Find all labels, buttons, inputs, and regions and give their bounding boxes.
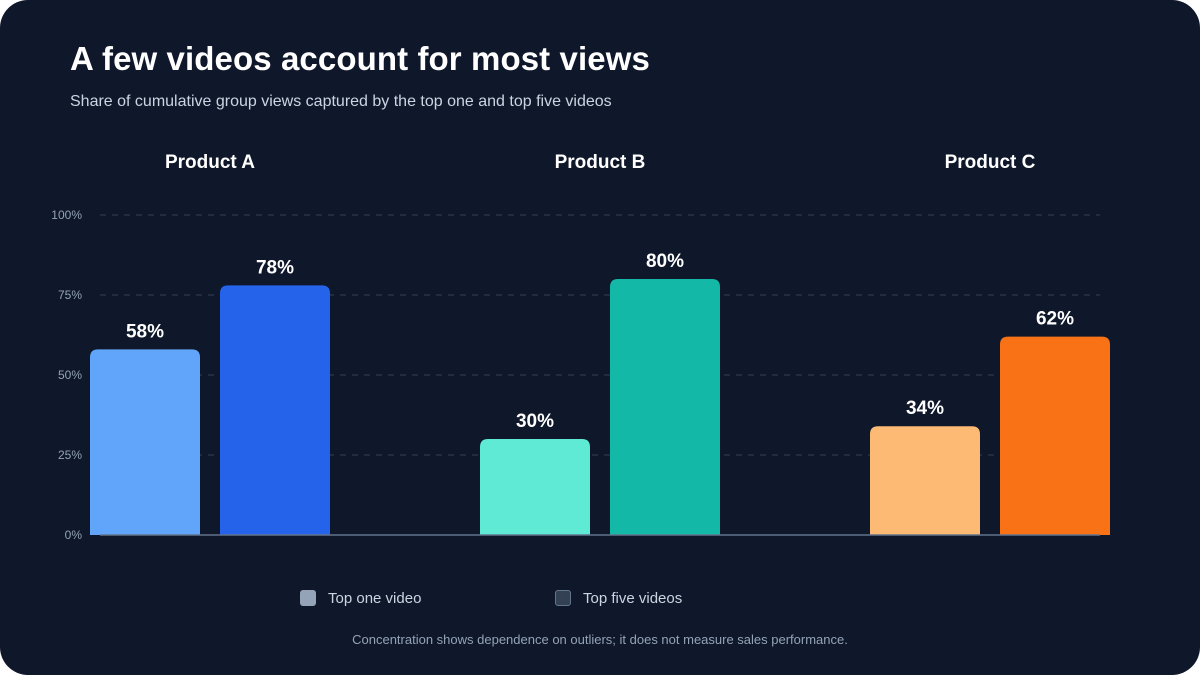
y-axis-ticks: 0% 25% 50% 75% 100% — [51, 208, 82, 542]
legend-swatch-top-five — [555, 590, 571, 606]
bar-value-label: 62% — [1036, 309, 1074, 330]
legend: Top one video Top five videos — [0, 587, 1200, 609]
legend-item-top-five: Top five videos — [555, 587, 682, 609]
footnote: Concentration shows dependence on outlie… — [352, 632, 848, 647]
category-label: Product C — [945, 152, 1036, 173]
legend-label-top-five: Top five videos — [583, 589, 683, 607]
chart-title: A few videos account for most views — [70, 40, 650, 77]
bar-value-label: 58% — [126, 321, 164, 342]
legend-label-top-one: Top one video — [328, 589, 422, 607]
bar — [870, 426, 980, 535]
y-tick-label: 75% — [58, 288, 82, 302]
category-labels: Product A Product B Product C — [165, 152, 1036, 173]
category-label: Product A — [165, 152, 255, 173]
bar — [220, 285, 330, 535]
bar — [610, 279, 720, 535]
chart-subtitle: Share of cumulative group views captured… — [70, 93, 612, 110]
value-labels: 58% 78% 30% 80% 34% 62% — [126, 251, 1074, 432]
bar — [1000, 336, 1110, 535]
bar-value-label: 30% — [516, 411, 554, 432]
bar — [90, 349, 200, 535]
bar-chart-plot: 0%25%50%75%100% Product A Product B Produc… — [51, 152, 1110, 542]
bar — [480, 439, 590, 535]
bar-value-label: 78% — [256, 257, 294, 278]
bars — [90, 279, 1110, 535]
y-tick-label: 25% — [58, 448, 82, 462]
legend-item-top-one: Top one video — [300, 587, 421, 609]
category-label: Product B — [555, 152, 646, 173]
y-tick-label: 0% — [65, 528, 83, 542]
bar-value-label: 34% — [906, 398, 944, 419]
y-tick-label: 50% — [58, 368, 82, 382]
bar-value-label: 80% — [646, 251, 684, 272]
legend-swatch-top-one — [300, 590, 316, 606]
y-tick-label: 100% — [51, 208, 82, 222]
